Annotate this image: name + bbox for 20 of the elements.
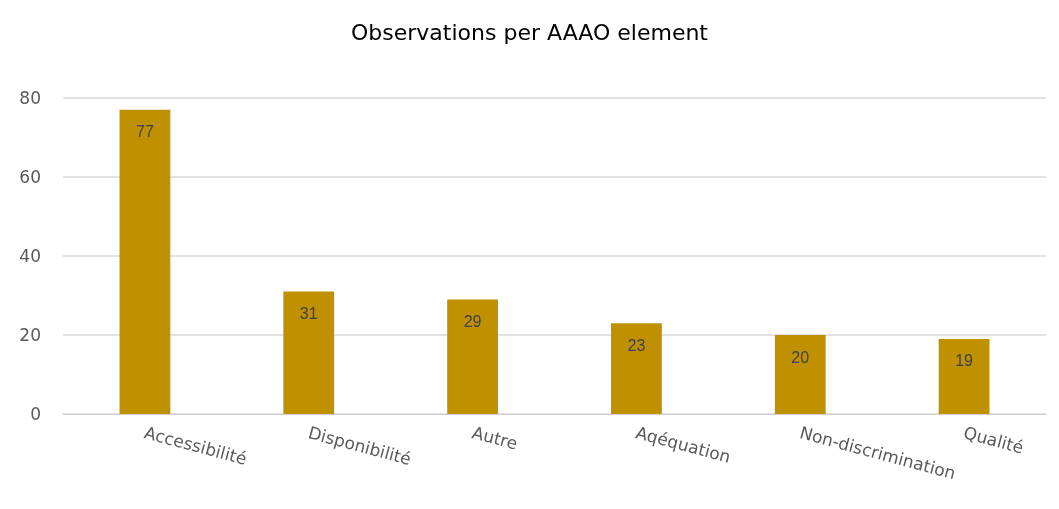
y-tick-label: 60 xyxy=(19,167,41,187)
x-tick-label: Autre xyxy=(469,422,520,454)
bar xyxy=(447,299,498,414)
data-label: 77 xyxy=(136,123,154,141)
data-label: 29 xyxy=(463,312,482,330)
data-label: 31 xyxy=(299,305,318,323)
data-label: 23 xyxy=(627,336,646,354)
y-tick-label: 40 xyxy=(19,246,41,266)
y-tick-label: 80 xyxy=(19,88,41,108)
bar xyxy=(283,291,335,414)
bar xyxy=(774,335,826,414)
y-tick-label: 0 xyxy=(30,404,41,424)
bar xyxy=(938,338,990,414)
bar xyxy=(119,109,171,414)
data-label: 20 xyxy=(791,348,810,366)
bar xyxy=(611,323,662,414)
data-label: 19 xyxy=(955,352,974,370)
y-tick-label: 20 xyxy=(19,325,41,345)
chart-title: Observations per AAAO element xyxy=(351,19,709,45)
x-tick-label: Qualité xyxy=(961,422,1026,458)
